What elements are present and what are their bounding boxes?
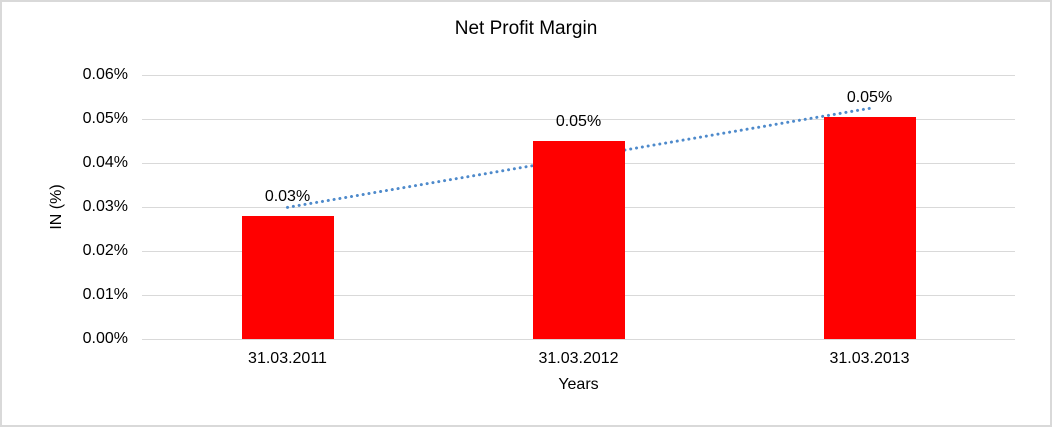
y-axis-tick-label: 0.03%: [82, 198, 128, 215]
y-axis-tick-label: 0.06%: [82, 66, 128, 83]
x-axis-title: Years: [558, 376, 599, 393]
y-axis-tick-label: 0.04%: [82, 154, 128, 171]
bar: [241, 215, 334, 339]
y-axis-tick-label: 0.05%: [82, 110, 128, 127]
gridline: [142, 74, 1015, 76]
chart-title: Net Profit Margin: [454, 18, 598, 39]
bar: [823, 116, 916, 339]
bar-data-label: 0.05%: [555, 113, 602, 130]
y-axis-tick-label: 0.00%: [82, 330, 128, 347]
y-axis-tick-label: 0.02%: [82, 242, 128, 259]
bar-data-label: 0.05%: [846, 88, 893, 106]
bar-data-label: 0.03%: [264, 187, 311, 205]
y-axis-tick-label: 0.01%: [82, 286, 128, 303]
x-axis-tick-label: 31.03.2011: [248, 350, 327, 367]
x-axis-tick-label: 31.03.2013: [829, 350, 910, 367]
gridline: [142, 338, 1015, 340]
x-axis-tick-label: 31.03.2012: [538, 350, 619, 367]
bar: [532, 141, 625, 339]
